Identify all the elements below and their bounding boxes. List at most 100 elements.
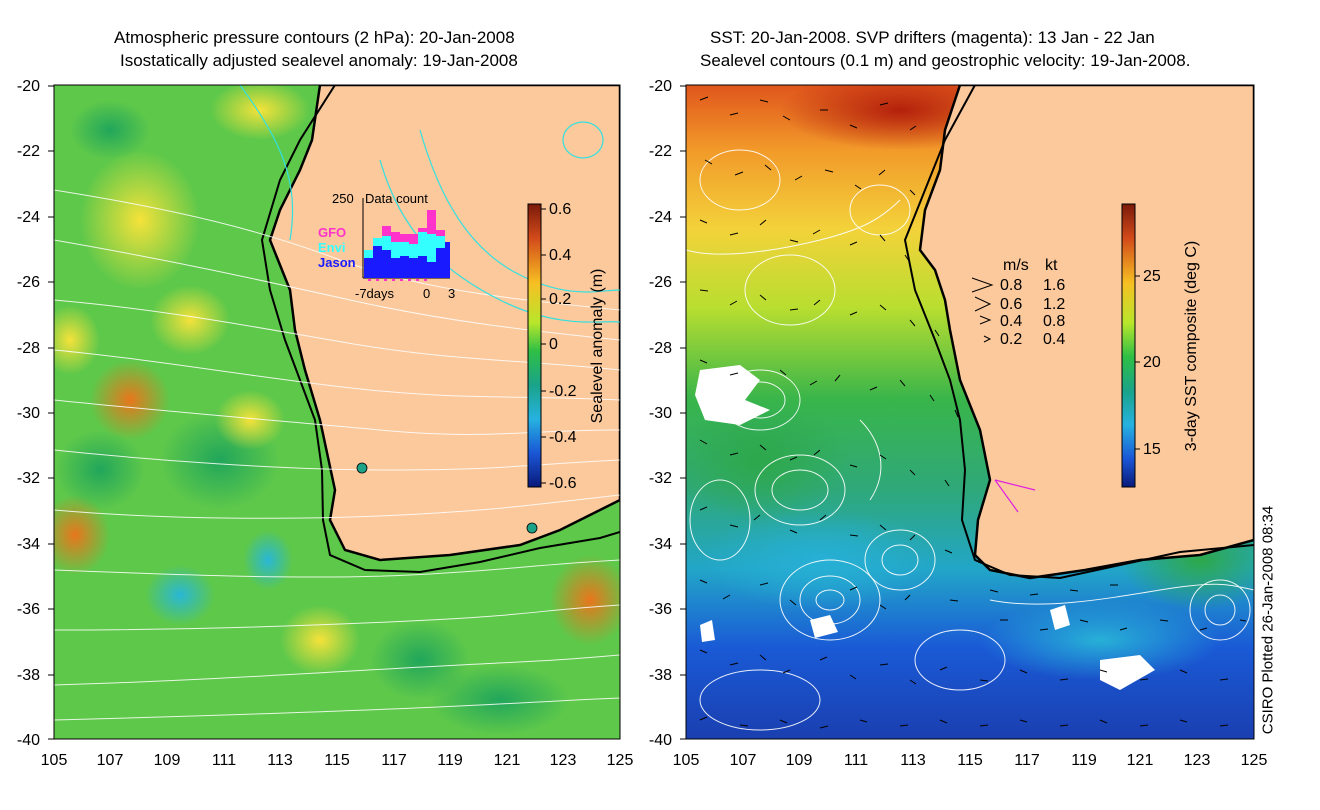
left-cb-tick: -0.4 <box>549 429 577 446</box>
lon-tick: 105 <box>673 752 700 769</box>
velocity-ms: 0.2 <box>1000 331 1022 348</box>
inset-xlabel-zero: 0 <box>423 286 430 301</box>
lat-tick: -36 <box>649 601 672 618</box>
lat-tick: -38 <box>649 667 672 684</box>
lat-tick: -30 <box>17 405 40 422</box>
lon-tick: 115 <box>324 752 350 769</box>
velocity-legend: m/s kt 0.8 1.6 0.6 1.2 0.4 0.8 0.2 0.4 <box>971 257 1065 348</box>
lat-tick: -24 <box>17 209 40 226</box>
right-sealevel-contours <box>686 149 1254 731</box>
right-shelf-contour <box>903 85 1254 580</box>
lon-tick: 107 <box>730 752 757 769</box>
velocity-header-ms: m/s <box>1003 257 1029 274</box>
inset-xlabel-start: -7days <box>355 286 395 301</box>
left-cb-tick: -0.6 <box>549 475 577 492</box>
lon-tick: 117 <box>381 752 407 769</box>
velocity-arrow-02 <box>983 335 992 343</box>
right-cb-tick: 15 <box>1143 441 1161 458</box>
left-colorbar: 0.6 0.4 0.2 0 -0.2 -0.4 -0.6 Sealevel an… <box>527 201 606 492</box>
lon-tick: 121 <box>1127 752 1154 769</box>
lat-tick: -20 <box>649 78 672 95</box>
lat-tick: -22 <box>17 143 40 160</box>
velocity-arrow-08 <box>971 277 994 293</box>
lat-tick: -26 <box>649 274 672 291</box>
inset-legend-gfo: GFO <box>318 225 346 240</box>
lon-tick: 125 <box>1241 752 1268 769</box>
velocity-ms: 0.4 <box>1000 313 1022 330</box>
velocity-kt: 1.2 <box>1043 296 1065 313</box>
right-velocity-vectors <box>699 96 1247 729</box>
lon-tick: 119 <box>1071 752 1097 769</box>
lon-tick: 123 <box>1184 752 1211 769</box>
lat-tick: -28 <box>17 340 40 357</box>
inset-bars <box>364 210 450 281</box>
lon-tick: 111 <box>212 752 236 769</box>
left-lon-axis: 105 107 109 111 113 115 117 119 121 123 … <box>41 752 634 769</box>
velocity-ms: 0.6 <box>1000 296 1022 313</box>
lat-tick: -38 <box>17 667 40 684</box>
velocity-arrow-06 <box>974 296 992 312</box>
right-land-australia <box>918 85 1254 580</box>
velocity-kt: 0.4 <box>1043 331 1065 348</box>
lat-tick: -26 <box>17 274 40 291</box>
right-cb-tick: 20 <box>1143 354 1161 371</box>
right-title-line2: Sealevel contours (0.1 m) and geostrophi… <box>700 51 1191 70</box>
velocity-ms: 0.8 <box>1000 277 1022 294</box>
lat-tick: -36 <box>17 601 40 618</box>
lon-tick: 109 <box>154 752 181 769</box>
inset-legend-envi: Envi <box>318 240 345 255</box>
inset-xlabel-end: 3 <box>448 286 455 301</box>
left-colorbar-label: Sealevel anomaly (m) <box>589 269 606 424</box>
right-colorbar-label: 3-day SST composite (deg C) <box>1183 241 1200 451</box>
velocity-kt: 0.8 <box>1043 313 1065 330</box>
lat-tick: -40 <box>649 732 672 749</box>
lat-tick: -40 <box>17 732 40 749</box>
inset-ymax: 250 <box>332 191 354 206</box>
lon-tick: 125 <box>607 752 634 769</box>
inset-title: Data count <box>365 191 428 206</box>
lon-tick: 105 <box>41 752 68 769</box>
lon-tick: 113 <box>900 752 926 769</box>
lat-tick: -24 <box>649 209 672 226</box>
lat-tick: -32 <box>649 470 672 487</box>
left-cb-tick: -0.2 <box>549 383 577 400</box>
lon-tick: 109 <box>786 752 813 769</box>
lat-tick: -28 <box>649 340 672 357</box>
lon-tick: 111 <box>844 752 868 769</box>
lon-tick: 117 <box>1014 752 1040 769</box>
lat-tick: -32 <box>17 470 40 487</box>
left-data-count-inset: 250 Data count GFO Envi Jason -7days 0 3 <box>318 191 455 301</box>
lon-tick: 113 <box>267 752 293 769</box>
lon-tick: 123 <box>550 752 577 769</box>
left-cb-tick: 0.6 <box>549 201 571 218</box>
left-shelf-contour <box>260 85 620 574</box>
left-cb-tick: 0.2 <box>549 291 571 308</box>
right-colorbar: 25 20 15 3-day SST composite (deg C) <box>1121 203 1200 488</box>
right-cloud-patches <box>695 365 1155 690</box>
right-lat-axis: -20 -22 -24 -26 -28 -30 -32 -34 -36 -38 … <box>649 78 672 749</box>
velocity-header-kt: kt <box>1045 257 1058 274</box>
lon-tick: 107 <box>97 752 124 769</box>
left-title-line2: Isostatically adjusted sealevel anomaly:… <box>120 51 518 70</box>
velocity-kt: 1.6 <box>1043 277 1065 294</box>
right-sst-field <box>686 85 1254 739</box>
right-title-line1: SST: 20-Jan-2008. SVP drifters (magenta)… <box>710 28 1155 47</box>
velocity-arrow-04 <box>979 315 992 325</box>
lat-tick: -34 <box>649 536 672 553</box>
lat-tick: -34 <box>17 536 40 553</box>
left-lat-axis: -20 -22 -24 -26 -28 -30 -32 -34 -36 -38 … <box>17 78 40 749</box>
lat-tick: -20 <box>17 78 40 95</box>
left-cb-tick: 0 <box>549 336 558 353</box>
lon-tick: 115 <box>957 752 983 769</box>
lon-tick: 119 <box>437 752 463 769</box>
lon-tick: 121 <box>494 752 521 769</box>
lat-tick: -22 <box>649 143 672 160</box>
svp-drifter-track <box>994 479 1036 513</box>
inset-legend-jason: Jason <box>318 255 356 270</box>
left-cb-tick: 0.4 <box>549 247 571 264</box>
lat-tick: -30 <box>649 405 672 422</box>
left-title-line1: Atmospheric pressure contours (2 hPa): 2… <box>114 28 515 47</box>
left-pressure-contours-cyan <box>239 85 620 323</box>
right-cb-tick: 25 <box>1143 268 1161 285</box>
